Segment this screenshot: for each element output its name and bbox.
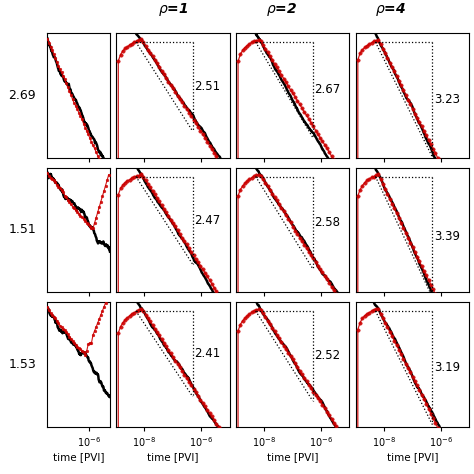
Text: 3.39: 3.39 bbox=[434, 230, 460, 243]
X-axis label: time [PVI]: time [PVI] bbox=[53, 452, 104, 462]
Text: 2.69: 2.69 bbox=[9, 89, 36, 102]
X-axis label: time [PVI]: time [PVI] bbox=[387, 452, 438, 462]
Text: 2.51: 2.51 bbox=[194, 80, 220, 93]
Text: 1.53: 1.53 bbox=[9, 358, 36, 371]
Text: 2.52: 2.52 bbox=[314, 349, 340, 362]
Text: 2.67: 2.67 bbox=[314, 83, 340, 96]
X-axis label: time [PVI]: time [PVI] bbox=[147, 452, 199, 462]
Text: 1.51: 1.51 bbox=[9, 223, 36, 237]
Text: 3.19: 3.19 bbox=[434, 361, 460, 374]
X-axis label: time [PVI]: time [PVI] bbox=[267, 452, 319, 462]
Text: 2.58: 2.58 bbox=[314, 216, 340, 229]
Text: $\rho$=4: $\rho$=4 bbox=[375, 1, 407, 18]
Text: 2.47: 2.47 bbox=[194, 214, 221, 227]
Text: 2.41: 2.41 bbox=[194, 347, 221, 360]
Text: $\rho$=2: $\rho$=2 bbox=[266, 1, 298, 18]
Text: 3.23: 3.23 bbox=[434, 93, 460, 106]
Text: $\rho$=1: $\rho$=1 bbox=[158, 1, 188, 18]
